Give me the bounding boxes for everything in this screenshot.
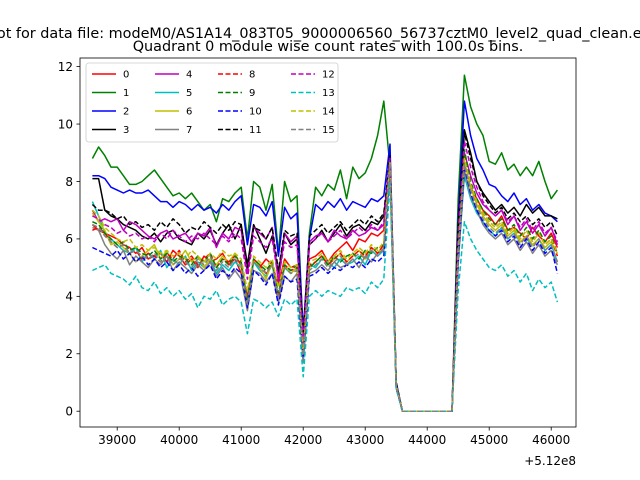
legend-label-7: 7 (186, 125, 192, 136)
series-line-2 (92, 100, 558, 412)
y-tick-label: 8 (65, 175, 73, 189)
x-tick-label: 42000 (284, 433, 322, 447)
figure-suptitle: Plot for data file: modeM0/AS1A14_083T05… (0, 26, 640, 42)
legend-label-10: 10 (249, 107, 262, 118)
legend-label-0: 0 (123, 70, 129, 81)
legend-label-14: 14 (322, 107, 335, 118)
plot-lines (91, 74, 559, 412)
x-tick-label: 45000 (470, 433, 508, 447)
legend-label-9: 9 (249, 88, 255, 99)
series-line-14 (91, 157, 559, 412)
legend-label-8: 8 (249, 70, 255, 81)
series-line-9 (92, 149, 559, 412)
legend-label-4: 4 (186, 70, 192, 81)
y-tick-label: 4 (65, 290, 73, 304)
legend-label-11: 11 (249, 125, 262, 136)
series-line-15 (92, 163, 559, 412)
y-tick-label: 6 (65, 232, 73, 246)
x-tick-label: 41000 (222, 433, 260, 447)
chart-title: Quadrant 0 module wise count rates with … (133, 39, 524, 55)
y-tick-label: 0 (65, 405, 73, 419)
series-line-11 (91, 131, 559, 412)
legend-label-1: 1 (123, 88, 129, 99)
legend-label-15: 15 (322, 125, 335, 136)
series-line-13 (92, 180, 559, 412)
legend-label-3: 3 (123, 125, 129, 136)
legend-label-5: 5 (186, 88, 192, 99)
series-line-1 (91, 74, 559, 412)
legend-label-12: 12 (322, 70, 335, 81)
series-line-12 (92, 140, 559, 412)
y-tick-label: 12 (58, 60, 73, 74)
x-axis-offset-label: +5.12e8 (524, 454, 576, 468)
legend-label-2: 2 (123, 107, 129, 118)
y-tick-label: 10 (58, 117, 73, 131)
legend-label-6: 6 (186, 107, 192, 118)
x-tick-label: 43000 (346, 433, 384, 447)
x-tick-label: 44000 (408, 433, 446, 447)
x-tick-label: 46000 (532, 433, 570, 447)
y-axis: 0 2 4 6 8 10 12 (58, 60, 80, 419)
y-tick-label: 2 (65, 347, 73, 361)
plot-frame (79, 57, 577, 428)
x-tick-label: 40000 (160, 433, 198, 447)
legend-box (85, 62, 339, 143)
x-tick-label: 39000 (98, 433, 136, 447)
x-axis: 39000 40000 41000 42000 43000 44000 45000 46000 (98, 427, 570, 447)
legend-label-13: 13 (322, 88, 335, 99)
